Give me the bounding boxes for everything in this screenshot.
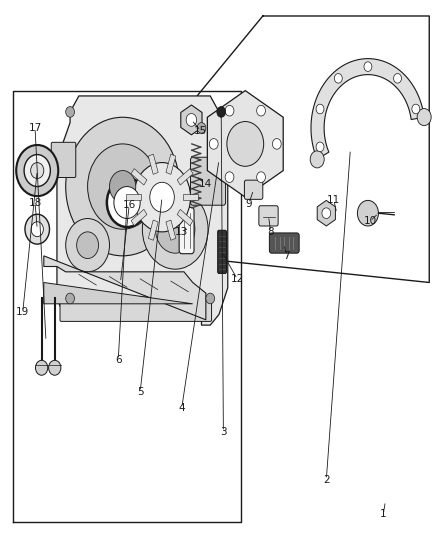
Text: 12: 12	[231, 274, 244, 284]
Circle shape	[77, 232, 99, 259]
Polygon shape	[148, 220, 158, 240]
Circle shape	[88, 144, 158, 229]
Polygon shape	[183, 194, 198, 200]
Circle shape	[150, 182, 174, 212]
Polygon shape	[131, 209, 147, 226]
Circle shape	[322, 208, 331, 219]
FancyBboxPatch shape	[244, 180, 263, 199]
Text: 19: 19	[16, 307, 29, 317]
Circle shape	[66, 107, 74, 117]
Circle shape	[225, 172, 234, 182]
Polygon shape	[148, 154, 158, 174]
Circle shape	[155, 205, 195, 253]
FancyBboxPatch shape	[191, 157, 226, 205]
Circle shape	[364, 62, 372, 71]
Polygon shape	[57, 96, 228, 325]
Text: 14: 14	[198, 179, 212, 189]
Circle shape	[272, 139, 281, 149]
Circle shape	[217, 107, 226, 117]
Circle shape	[394, 74, 402, 83]
Circle shape	[257, 172, 265, 182]
Text: 15: 15	[194, 126, 207, 135]
Circle shape	[35, 360, 48, 375]
Text: 6: 6	[115, 355, 122, 365]
Circle shape	[257, 106, 265, 116]
Polygon shape	[177, 209, 193, 226]
Text: 17: 17	[28, 123, 42, 133]
Polygon shape	[126, 194, 141, 200]
Ellipse shape	[217, 160, 230, 181]
FancyBboxPatch shape	[218, 230, 226, 273]
Circle shape	[316, 104, 324, 114]
Polygon shape	[131, 168, 147, 185]
FancyBboxPatch shape	[269, 233, 299, 253]
Text: 7: 7	[283, 251, 290, 261]
Text: 10: 10	[364, 216, 377, 226]
Polygon shape	[317, 200, 336, 226]
Circle shape	[107, 178, 147, 227]
Text: 2: 2	[323, 475, 330, 484]
Polygon shape	[44, 282, 193, 304]
Text: 16: 16	[123, 200, 136, 210]
Circle shape	[206, 293, 215, 304]
FancyBboxPatch shape	[51, 142, 76, 177]
Polygon shape	[44, 256, 206, 320]
Circle shape	[412, 104, 420, 114]
Circle shape	[24, 155, 50, 187]
Circle shape	[209, 139, 218, 149]
Text: 1: 1	[380, 510, 387, 519]
Circle shape	[25, 214, 49, 244]
Polygon shape	[177, 168, 193, 185]
Text: 5: 5	[137, 387, 144, 397]
Polygon shape	[166, 220, 176, 240]
Text: 18: 18	[28, 198, 42, 207]
Circle shape	[310, 151, 324, 168]
Text: 13: 13	[175, 227, 188, 237]
Circle shape	[66, 117, 180, 256]
Circle shape	[16, 145, 58, 196]
Circle shape	[227, 122, 264, 166]
Polygon shape	[181, 105, 202, 135]
Circle shape	[357, 200, 378, 226]
FancyBboxPatch shape	[179, 207, 194, 254]
Text: 11: 11	[327, 195, 340, 205]
Circle shape	[110, 171, 136, 203]
FancyBboxPatch shape	[259, 206, 278, 226]
Polygon shape	[207, 91, 283, 197]
Circle shape	[186, 114, 197, 126]
Circle shape	[31, 222, 43, 237]
Circle shape	[142, 189, 208, 269]
Circle shape	[66, 293, 74, 304]
Circle shape	[225, 106, 234, 116]
Circle shape	[334, 74, 342, 83]
Polygon shape	[166, 154, 176, 174]
Text: 3: 3	[220, 427, 227, 437]
FancyBboxPatch shape	[60, 297, 212, 321]
Circle shape	[197, 123, 206, 133]
Text: 8: 8	[267, 227, 274, 237]
Text: 4: 4	[178, 403, 185, 413]
Circle shape	[316, 142, 324, 152]
Circle shape	[31, 163, 44, 179]
Circle shape	[66, 219, 110, 272]
Circle shape	[134, 163, 191, 232]
Text: 9: 9	[245, 199, 252, 208]
Circle shape	[114, 187, 140, 219]
Circle shape	[417, 109, 431, 126]
Polygon shape	[311, 59, 424, 159]
Circle shape	[49, 360, 61, 375]
